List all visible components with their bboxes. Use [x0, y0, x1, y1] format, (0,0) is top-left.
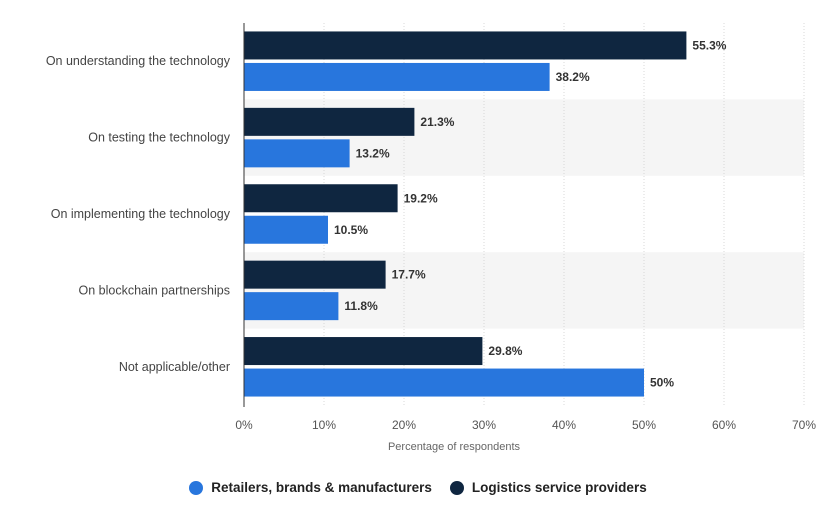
x-tick-label: 30%	[472, 418, 496, 432]
bar-retailers	[244, 215, 328, 244]
x-axis-title: Percentage of respondents	[388, 441, 521, 453]
category-label: On understanding the technology	[46, 54, 231, 68]
bar-retailers	[244, 292, 339, 321]
bar-retailers	[244, 368, 644, 397]
data-label: 19.2%	[404, 191, 438, 205]
x-tick-label: 70%	[792, 418, 816, 432]
bar-logistics	[244, 184, 398, 213]
labels: 55.3% 38.2% On understanding the technolog…	[46, 38, 727, 389]
bar-logistics	[244, 107, 415, 136]
legend-item-retailers[interactable]: Retailers, brands & manufacturers	[189, 480, 432, 495]
data-label: 11.8%	[344, 299, 378, 313]
x-tick-label: 40%	[552, 418, 576, 432]
data-label: 55.3%	[692, 38, 726, 52]
bar-chart: 0% 10% 20% 30% 40% 50% 60% 70% 55.3% 38.2% On und…	[46, 23, 816, 453]
legend-label-retailers: Retailers, brands & manufacturers	[211, 480, 432, 495]
data-label: 10.5%	[334, 223, 368, 237]
legend-marker-retailers	[189, 480, 204, 495]
legend-item-logistics[interactable]: Logistics service providers	[449, 480, 647, 495]
bars	[244, 31, 687, 397]
bar-logistics	[244, 31, 687, 60]
x-tick-label: 0%	[235, 418, 253, 432]
legend: Retailers, brands & manufacturers Logist…	[0, 480, 836, 495]
bar-retailers	[244, 139, 350, 168]
x-tick-label: 50%	[632, 418, 656, 432]
category-label: On blockchain partnerships	[79, 283, 230, 297]
data-label: 13.2%	[356, 146, 390, 160]
legend-label-logistics: Logistics service providers	[471, 480, 647, 495]
category-label: Not applicable/other	[119, 360, 230, 374]
bar-retailers	[244, 62, 550, 91]
data-label: 38.2%	[556, 70, 590, 84]
x-tick-label: 60%	[712, 418, 736, 432]
legend-marker-logistics	[449, 480, 464, 495]
data-label: 21.3%	[420, 115, 454, 129]
category-label: On testing the technology	[88, 131, 231, 145]
bar-logistics	[244, 337, 483, 366]
data-label: 17.7%	[392, 268, 426, 282]
category-label: On implementing the technology	[51, 207, 231, 221]
data-label: 50%	[650, 376, 674, 390]
x-axis: 0% 10% 20% 30% 40% 50% 60% 70%	[235, 23, 816, 432]
x-tick-label: 10%	[312, 418, 336, 432]
x-tick-label: 20%	[392, 418, 416, 432]
bar-logistics	[244, 260, 386, 289]
data-label: 29.8%	[488, 344, 522, 358]
